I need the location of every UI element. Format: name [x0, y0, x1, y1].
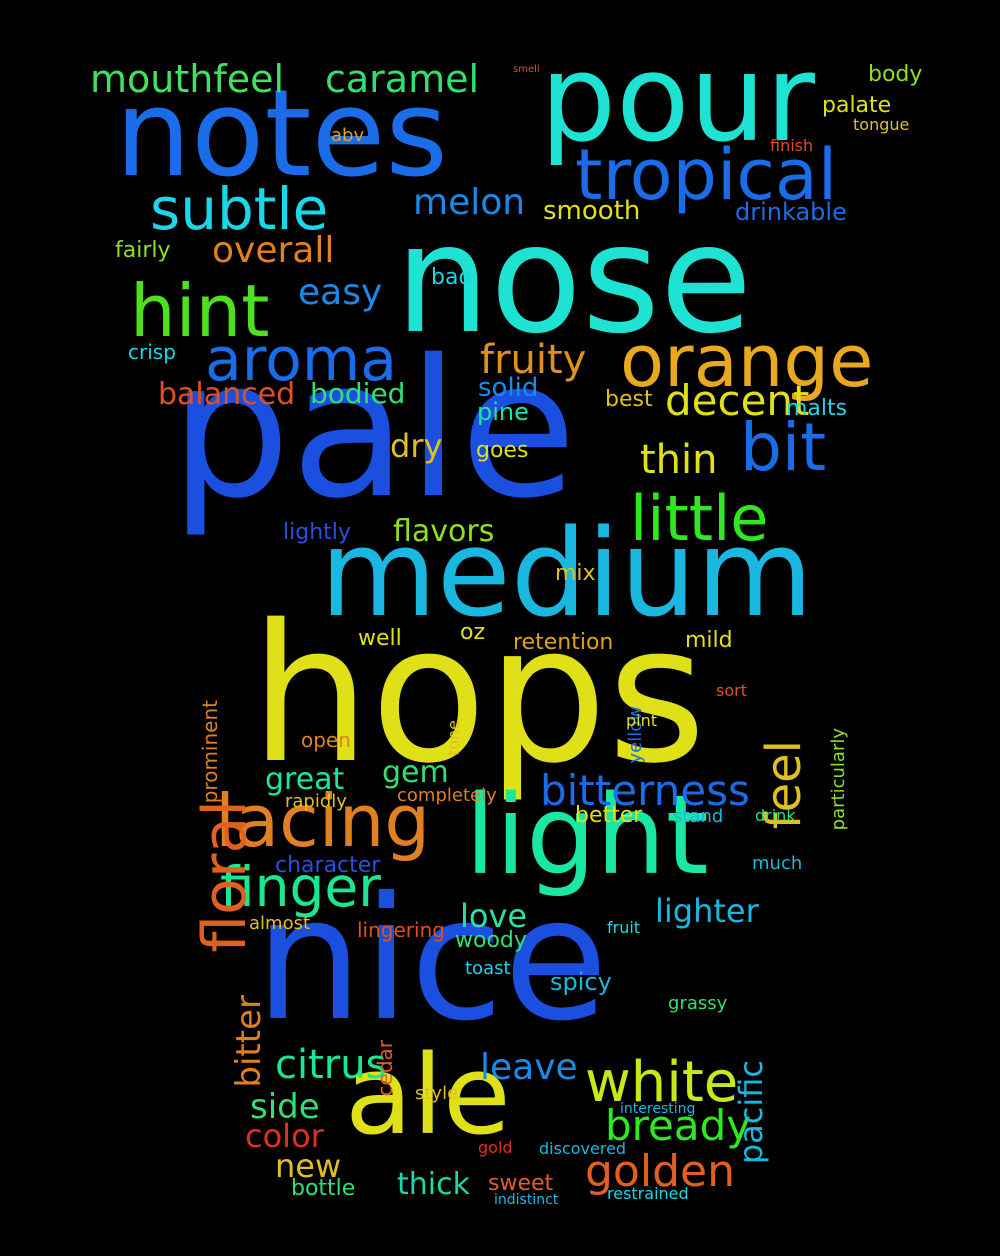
cloud-word: best — [605, 387, 653, 412]
cloud-word: interesting — [620, 1101, 696, 1117]
cloud-word: love — [460, 897, 528, 935]
cloud-word: sort — [716, 681, 747, 700]
cloud-word: subtle — [150, 175, 329, 243]
cloud-word: bitterness — [540, 766, 750, 815]
cloud-word: ale — [345, 1031, 511, 1159]
cloud-word: leave — [480, 1047, 578, 1088]
cloud-word: crisp — [128, 340, 176, 364]
cloud-word: finger — [220, 855, 381, 919]
cloud-word: color — [245, 1117, 324, 1155]
cloud-word: bodied — [310, 377, 406, 410]
cloud-word: stand — [673, 806, 724, 827]
cloud-word: side — [250, 1087, 320, 1127]
cloud-word: pine — [477, 398, 529, 426]
cloud-word: great — [265, 762, 345, 797]
cloud-word: balanced — [158, 377, 296, 412]
cloud-word: drink — [755, 806, 796, 825]
cloud-word: citrus — [275, 1042, 387, 1088]
cloud-word: pacific — [732, 1060, 770, 1165]
cloud-word: mouthfeel — [90, 57, 285, 101]
cloud-word: little — [630, 482, 769, 555]
cloud-word: smell — [513, 64, 540, 75]
cloud-word: almost — [249, 913, 311, 934]
cloud-word: woody — [455, 928, 527, 953]
cloud-word: pale — [170, 319, 577, 540]
cloud-word: lightly — [283, 520, 351, 545]
cloud-word: pint — [626, 711, 658, 730]
cloud-word: cedar — [373, 1040, 397, 1097]
cloud-word: pour — [540, 30, 815, 169]
cloud-word: drinkable — [735, 198, 847, 226]
cloud-word: toast — [465, 958, 511, 979]
cloud-word: light — [465, 771, 709, 899]
cloud-word: restrained — [607, 1184, 689, 1203]
cloud-word: grassy — [668, 993, 728, 1014]
cloud-word: lacing — [215, 779, 431, 863]
cloud-word: malts — [786, 396, 848, 421]
cloud-word: dry — [390, 427, 443, 465]
cloud-word: new — [275, 1147, 342, 1185]
cloud-word: lighter — [655, 892, 759, 930]
cloud-word: abv — [331, 125, 365, 146]
cloud-word: flavors — [393, 514, 495, 549]
cloud-word: nose — [395, 193, 753, 367]
cloud-word: particularly — [828, 728, 849, 831]
cloud-word: well — [358, 626, 402, 651]
cloud-word: spicy — [550, 968, 612, 996]
cloud-word: bottle — [291, 1176, 356, 1201]
cloud-word: tongue — [853, 115, 910, 134]
cloud-word: style — [415, 1083, 459, 1104]
cloud-word: caramel — [325, 57, 480, 101]
cloud-word: prominent — [198, 700, 222, 804]
cloud-word: much — [752, 853, 803, 874]
cloud-word: fairly — [115, 238, 171, 263]
cloud-word: fruity — [480, 337, 587, 383]
cloud-word: mild — [685, 628, 733, 653]
cloud-word: decent — [665, 376, 810, 425]
cloud-word: nice — [255, 861, 609, 1059]
cloud-word: gold — [478, 1138, 513, 1157]
cloud-word: fruit — [607, 918, 641, 937]
cloud-word: palate — [822, 93, 892, 118]
cloud-word: aroma — [205, 325, 398, 395]
cloud-word: smooth — [543, 196, 641, 226]
cloud-word: rapidly — [285, 791, 347, 812]
cloud-word: retention — [513, 630, 614, 655]
cloud-word: medium — [320, 505, 814, 644]
cloud-word: lingering — [357, 918, 445, 942]
cloud-word: hops — [250, 584, 707, 805]
cloud-word: melon — [413, 182, 526, 223]
cloud-word: discovered — [539, 1139, 627, 1158]
cloud-word: open — [301, 728, 351, 752]
cloud-word: thin — [640, 437, 718, 483]
cloud-word: better — [575, 803, 643, 828]
cloud-word: notes — [115, 65, 448, 204]
cloud-word: body — [868, 62, 923, 87]
cloud-word: golden — [585, 1146, 735, 1197]
cloud-word: oz — [460, 620, 486, 645]
cloud-word: bad — [431, 265, 473, 290]
cloud-word: overall — [212, 230, 335, 271]
cloud-word: indistinct — [494, 1192, 559, 1208]
cloud-word: mix — [555, 561, 596, 586]
cloud-word: goes — [476, 438, 529, 463]
cloud-word: character — [275, 853, 381, 878]
cloud-word: bready — [605, 1101, 752, 1150]
cloud-word: tropical — [575, 134, 838, 216]
cloud-word: floral — [190, 800, 260, 953]
cloud-word: tone — [444, 720, 463, 757]
cloud-word: white — [585, 1050, 739, 1115]
cloud-word: orange — [620, 319, 874, 403]
cloud-word: gem — [382, 755, 449, 790]
cloud-word: easy — [298, 272, 383, 313]
cloud-word: solid — [478, 373, 539, 403]
cloud-word: hint — [130, 269, 270, 353]
cloud-word: bit — [740, 409, 827, 486]
cloud-word: thick — [397, 1167, 470, 1202]
cloud-word: sweet — [488, 1171, 554, 1196]
cloud-word: completely — [397, 785, 497, 806]
cloud-word: finish — [770, 136, 814, 155]
cloud-word: bitter — [229, 995, 269, 1088]
